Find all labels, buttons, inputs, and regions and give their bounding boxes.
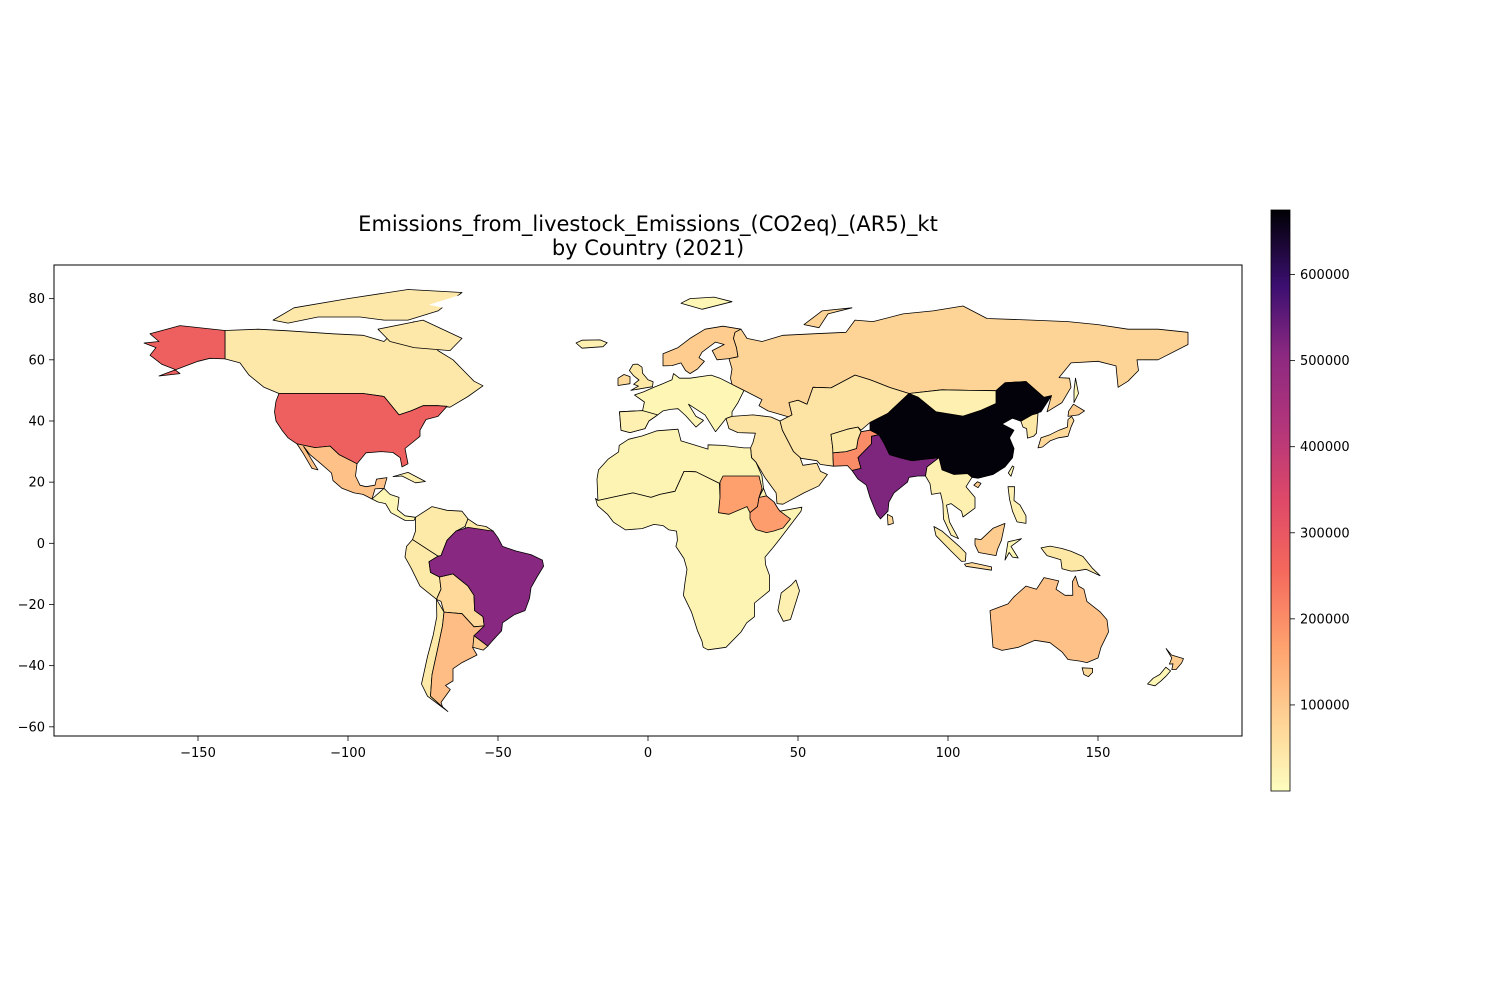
y-tick-label: 20 [28, 476, 45, 491]
map-title-line2: by Country (2021) [551, 236, 745, 260]
country-se-asia [925, 457, 976, 540]
country-australia [989, 575, 1109, 663]
y-tick-label: 60 [28, 353, 45, 368]
country-iceland [575, 339, 608, 349]
greenland-no-data [429, 287, 594, 360]
x-tick-label: 50 [790, 746, 807, 761]
country-afghanistan [830, 426, 862, 454]
country-taiwan [1007, 465, 1015, 477]
x-tick-label: 0 [644, 746, 652, 761]
colorbar-axis: 100000 200000 300000 400000 500000 600000 [1290, 268, 1350, 713]
country-new-guinea [1040, 545, 1101, 577]
country-cuba [392, 472, 426, 484]
colorbar-tick-label: 400000 [1300, 440, 1350, 455]
x-axis: −150 −100 −50 0 50 100 150 [180, 736, 1110, 761]
country-sakhalin [1073, 377, 1079, 403]
country-scandinavia [662, 325, 742, 374]
colorbar-tick-label: 300000 [1300, 526, 1350, 541]
x-tick-label: −100 [330, 746, 366, 761]
country-mexico [296, 443, 388, 500]
y-tick-label: −60 [18, 720, 45, 735]
country-philippines [1007, 486, 1027, 524]
country-borneo [974, 523, 1006, 556]
country-iberia [619, 410, 658, 433]
colorbar-tick-label: 600000 [1300, 268, 1350, 283]
x-tick-label: 150 [1086, 746, 1111, 761]
colorbar [1270, 209, 1291, 792]
map-title-line1: Emissions_from_livestock_Emissions_(CO2e… [358, 212, 938, 236]
colorbar-tick-label: 100000 [1300, 698, 1350, 713]
x-tick-label: 100 [936, 746, 961, 761]
country-layer [143, 287, 1189, 712]
country-nz-south [1147, 666, 1171, 687]
country-sulawesi [1004, 538, 1022, 561]
country-mongolia [908, 389, 997, 417]
country-canada [377, 319, 463, 351]
country-russia [803, 307, 853, 329]
country-ireland [617, 374, 631, 386]
country-ethiopia [749, 495, 791, 533]
colorbar-tick-label: 500000 [1300, 354, 1350, 369]
country-japan [1037, 416, 1075, 449]
y-axis: 80 60 40 20 0 −20 −40 −60 [18, 292, 54, 735]
country-svalbard [680, 296, 733, 310]
country-hokkaido [1067, 403, 1085, 417]
country-hainan [973, 481, 982, 489]
country-brazil [428, 527, 544, 647]
y-tick-label: 0 [37, 537, 45, 552]
y-tick-label: 80 [28, 292, 45, 307]
country-alaska [143, 325, 226, 377]
country-uk [629, 363, 654, 391]
country-tasmania [1081, 667, 1093, 678]
country-united-states [274, 393, 448, 468]
y-tick-label: −20 [18, 598, 45, 613]
country-java [964, 562, 992, 571]
colorbar-tick-label: 200000 [1300, 612, 1350, 627]
x-tick-label: −50 [484, 746, 511, 761]
country-korea [1020, 412, 1039, 439]
country-madagascar [777, 579, 800, 622]
country-nz-north [1165, 648, 1184, 670]
country-sri-lanka [887, 513, 894, 526]
y-tick-label: −40 [18, 659, 45, 674]
x-tick-label: −150 [180, 746, 216, 761]
y-tick-label: 40 [28, 414, 45, 429]
country-sumatra [933, 526, 967, 562]
